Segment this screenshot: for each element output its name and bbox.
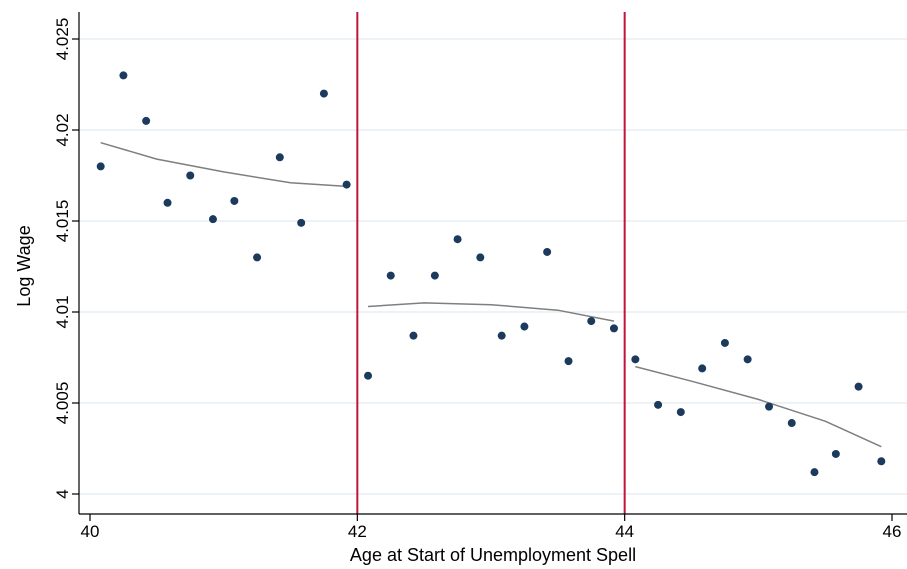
data-point — [386, 271, 395, 280]
data-point — [520, 322, 529, 331]
y-tick-label: 4.01 — [53, 295, 72, 328]
data-point — [230, 196, 239, 205]
data-point — [319, 89, 328, 98]
y-tick-label: 4.005 — [53, 382, 72, 425]
data-point — [587, 317, 596, 326]
data-point — [453, 235, 462, 244]
x-axis-title: Age at Start of Unemployment Spell — [350, 545, 636, 565]
data-point — [163, 198, 172, 207]
data-point — [854, 382, 863, 391]
data-point — [698, 364, 707, 373]
y-tick-label: 4 — [53, 489, 72, 498]
data-point — [631, 355, 640, 364]
data-point — [275, 153, 284, 162]
data-point — [342, 180, 351, 189]
y-tick-label: 4.015 — [53, 200, 72, 243]
data-point — [831, 449, 840, 458]
data-point — [409, 331, 418, 340]
data-point — [564, 357, 573, 366]
data-point — [720, 338, 729, 347]
data-point — [142, 116, 151, 125]
data-point — [743, 355, 752, 364]
data-point — [96, 162, 105, 171]
x-tick-label: 40 — [81, 522, 100, 541]
data-point — [765, 402, 774, 411]
x-tick-label: 46 — [883, 522, 902, 541]
data-point — [787, 419, 796, 428]
grid-layer — [79, 38, 907, 495]
x-tick-label: 44 — [615, 522, 634, 541]
y-tick-label: 4.025 — [53, 18, 72, 61]
fit-line-0 — [100, 141, 347, 188]
data-point — [476, 253, 485, 262]
fit-line-1 — [367, 302, 615, 322]
axis-layer: 4 4.005 4.01 4.015 4.02 4.025 40 42 44 46 — [53, 12, 907, 541]
data-point — [297, 218, 306, 227]
point-layer — [96, 71, 886, 477]
data-point — [497, 331, 506, 340]
data-point — [208, 215, 217, 224]
x-tick-label: 42 — [348, 522, 367, 541]
data-point — [364, 371, 373, 380]
y-tick-label: 4.02 — [53, 113, 72, 146]
data-point — [609, 324, 618, 333]
data-point — [253, 253, 262, 262]
data-point — [810, 468, 819, 477]
data-point — [430, 271, 439, 280]
data-point — [119, 71, 128, 80]
data-point — [654, 400, 663, 409]
fit-line-2 — [635, 365, 882, 448]
data-point — [186, 171, 195, 180]
cutoff-layer — [356, 12, 626, 514]
data-point — [676, 408, 685, 417]
data-point — [543, 247, 552, 256]
fit-layer — [100, 141, 882, 448]
y-axis-title: Log Wage — [14, 225, 34, 306]
data-point — [877, 457, 886, 466]
